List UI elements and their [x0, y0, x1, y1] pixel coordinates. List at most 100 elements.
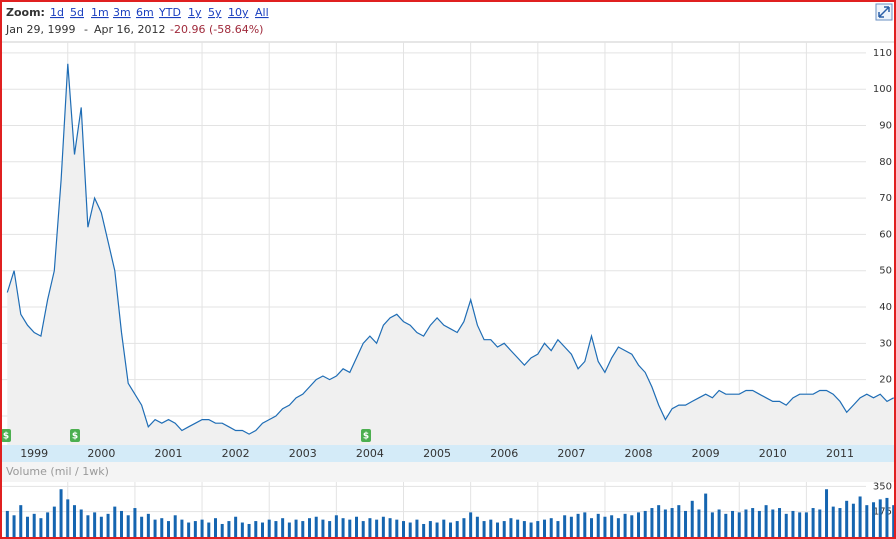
volume-bar: [704, 493, 708, 537]
volume-bar: [663, 509, 667, 537]
volume-bar: [811, 508, 815, 537]
expand-button[interactable]: [875, 3, 893, 21]
volume-bar: [737, 512, 741, 537]
volume-bar: [153, 519, 157, 537]
volume-bar: [368, 518, 372, 537]
volume-bar: [193, 521, 197, 537]
volume-bar: [650, 508, 654, 537]
x-tick-label: 2005: [423, 447, 451, 460]
volume-bar: [334, 515, 338, 537]
y-tick-label: 60: [879, 229, 892, 240]
volume-bar: [536, 521, 540, 537]
volume-bar: [482, 521, 486, 537]
volume-bar: [348, 519, 352, 537]
volume-bar: [449, 522, 453, 537]
volume-bar: [543, 519, 547, 537]
volume-bar: [173, 515, 177, 537]
expand-icon[interactable]: [878, 6, 890, 18]
volume-label: Volume (mil / 1wk): [6, 465, 109, 478]
zoom-option[interactable]: 10y: [228, 6, 249, 19]
volume-bar: [462, 518, 466, 537]
volume-bar: [778, 508, 782, 537]
volume-bar: [408, 522, 412, 537]
volume-bar: [39, 518, 43, 537]
volume-bar: [166, 521, 170, 537]
range-start: Jan 29, 1999: [5, 23, 75, 36]
volume-bar: [710, 512, 714, 537]
y-tick-label: 70: [879, 193, 892, 204]
volume-bar: [798, 512, 802, 537]
volume-bar: [623, 513, 627, 537]
volume-bar: [66, 499, 70, 537]
volume-bar: [858, 496, 862, 537]
price-line: [6, 63, 894, 435]
volume-bar: [200, 519, 204, 537]
range-change: -20.96 (-58.64%): [170, 23, 263, 36]
x-tick-label: 2001: [154, 447, 182, 460]
volume-bar: [119, 510, 123, 537]
volume-bar: [415, 519, 419, 537]
range-separator: -: [84, 23, 88, 36]
volume-bar: [831, 506, 835, 537]
zoom-option[interactable]: 3m: [113, 6, 131, 19]
volume-bar: [213, 518, 217, 537]
volume-bar: [630, 515, 634, 537]
zoom-option[interactable]: YTD: [158, 6, 181, 19]
volume-bar: [254, 521, 258, 537]
volume-bar: [764, 505, 768, 537]
volume-bar: [59, 489, 63, 537]
volume-bar: [751, 508, 755, 537]
zoom-option[interactable]: All: [255, 6, 269, 19]
x-tick-label: 2006: [490, 447, 518, 460]
volume-bar: [670, 508, 674, 537]
volume-bar: [643, 510, 647, 537]
zoom-option[interactable]: 1y: [188, 6, 202, 19]
zoom-option[interactable]: 6m: [136, 6, 154, 19]
y-tick-label: 30: [879, 338, 892, 349]
volume-bar: [187, 522, 191, 537]
y-tick-label: 110: [873, 48, 892, 59]
y-tick-label: 100: [873, 84, 892, 95]
volume-bar: [556, 521, 560, 537]
volume-bar: [381, 516, 385, 537]
volume-bar: [724, 513, 728, 537]
x-tick-label: 2011: [826, 447, 854, 460]
y2-tick-label: 350: [873, 481, 892, 492]
volume-bar: [140, 516, 144, 537]
volume-bar: [341, 518, 345, 537]
volume-bar: [402, 521, 406, 537]
x-tick-label: 2007: [557, 447, 585, 460]
volume-bar: [328, 521, 332, 537]
y-tick-label: 40: [879, 302, 892, 313]
volume-bar: [86, 515, 90, 537]
volume-bar: [32, 513, 36, 537]
y-tick-label: 90: [879, 121, 892, 132]
volume-bar: [804, 512, 808, 537]
volume-bar: [388, 518, 392, 537]
volume-bar: [563, 515, 567, 537]
volume-bar: [25, 516, 29, 537]
zoom-option[interactable]: 1d: [50, 6, 64, 19]
volume-header: [0, 462, 896, 482]
volume-bar: [12, 515, 16, 537]
zoom-option[interactable]: 5y: [208, 6, 222, 19]
zoom-option[interactable]: 5d: [70, 6, 84, 19]
volume-bar: [818, 509, 822, 537]
y-tick-label: 20: [879, 375, 892, 386]
volume-bar: [52, 506, 56, 537]
x-tick-label: 2010: [759, 447, 787, 460]
volume-bar: [428, 521, 432, 537]
zoom-option[interactable]: 1m: [91, 6, 109, 19]
volume-bar: [583, 512, 587, 537]
volume-bar: [240, 522, 244, 537]
volume-bar: [851, 503, 855, 537]
volume-bar: [892, 505, 896, 537]
volume-bar: [475, 516, 479, 537]
volume-bar: [576, 513, 580, 537]
volume-bar: [321, 519, 325, 537]
x-tick-label: 2009: [692, 447, 720, 460]
year-band: [0, 445, 896, 462]
volume-bar: [757, 510, 761, 537]
